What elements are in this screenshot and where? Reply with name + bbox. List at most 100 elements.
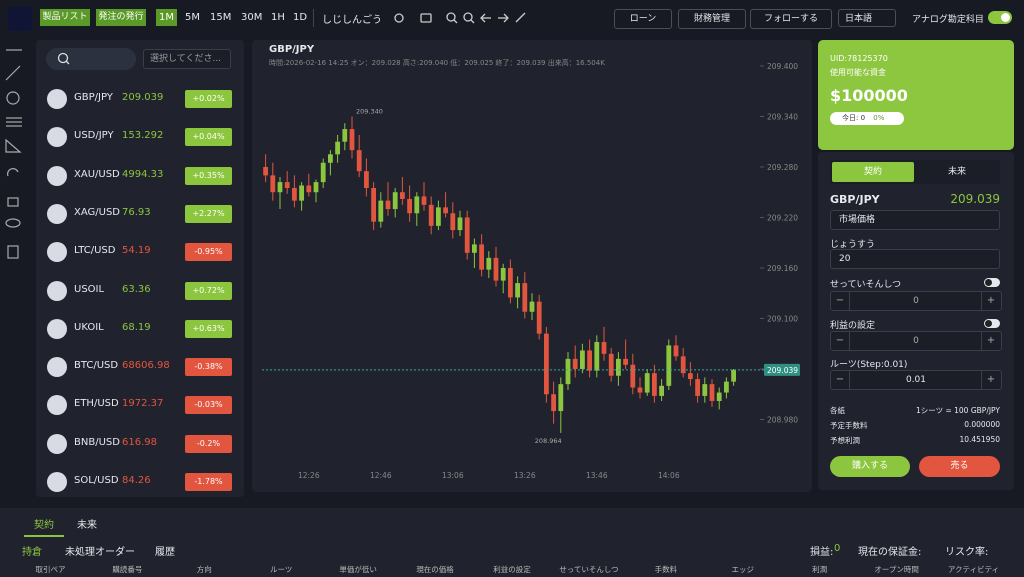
- candle-body: [652, 373, 657, 396]
- candle-body: [277, 182, 283, 193]
- candle-body: [709, 384, 715, 401]
- watchlist-row[interactable]: GBP/JPY 209.039 +0.02%: [36, 80, 244, 118]
- pos-tab-contract[interactable]: 契約: [34, 520, 54, 531]
- watchlist-row[interactable]: BNB/USD 616.98 -0.2%: [36, 425, 244, 463]
- symbol: BNB/USD: [74, 436, 120, 448]
- column-header: 現在の価格: [416, 565, 454, 574]
- stop-loss-toggle[interactable]: [984, 278, 1000, 287]
- candle-body: [644, 373, 650, 393]
- subtab-history[interactable]: 履歴: [155, 547, 175, 558]
- take-profit-input[interactable]: 0: [830, 331, 1002, 351]
- y-tick-label: 209.160: [767, 264, 798, 273]
- column-header: 方向: [196, 565, 212, 574]
- timeframe[interactable]: 30M: [241, 12, 263, 23]
- candle-body: [263, 166, 268, 176]
- subtab-pending[interactable]: 未処理オーダー: [65, 547, 135, 558]
- timeframe[interactable]: 15M: [210, 12, 232, 23]
- change: +0.04%: [185, 128, 232, 147]
- watchlist-row[interactable]: LTC/USD 54.19 -0.95%: [36, 233, 244, 271]
- symbol-icon: [47, 357, 67, 378]
- subtab-holdings[interactable]: 持倉: [22, 547, 42, 558]
- change: +0.72%: [185, 281, 232, 300]
- indicator[interactable]: しじしんごう: [322, 15, 382, 26]
- candle-body: [364, 171, 369, 189]
- product-list-button[interactable]: 製品リスト: [40, 9, 90, 26]
- timeframe[interactable]: 5M: [185, 12, 200, 23]
- change: -0.38%: [185, 358, 232, 377]
- symbol: USD/JPY: [74, 130, 114, 142]
- candle-body: [731, 369, 736, 382]
- symbol-icon: [47, 472, 67, 492]
- y-tick-label: 208.980: [767, 415, 798, 424]
- toolbar-icons[interactable]: [390, 8, 530, 28]
- timeframe[interactable]: 1H: [271, 12, 285, 23]
- candle-body: [630, 364, 636, 388]
- candle-body: [544, 333, 549, 395]
- tab-future[interactable]: 未来: [947, 167, 966, 177]
- price: 4994.33: [122, 168, 164, 180]
- timeframe[interactable]: 1M: [156, 9, 177, 26]
- candle-body: [580, 350, 585, 369]
- candlestick-chart: 209.400 209.340 209.280 209.220 209.160 209.1…: [262, 62, 800, 480]
- column-header: オープン時間: [874, 565, 919, 574]
- symbol-icon: [47, 318, 67, 339]
- tab-contract[interactable]: 契約: [832, 162, 914, 182]
- symbol: XAG/USD: [74, 206, 121, 218]
- order-button[interactable]: 発注の発行: [96, 9, 146, 26]
- watchlist-row[interactable]: SOL/USD 84.26 -1.78%: [36, 463, 244, 501]
- leverage-select[interactable]: 20: [830, 249, 1000, 269]
- last-price-box: [764, 363, 800, 376]
- minus-button: −: [831, 332, 850, 350]
- take-profit-toggle[interactable]: [984, 319, 1000, 328]
- sell-button[interactable]: 売る: [919, 456, 1000, 477]
- symbol: LTC/USD: [74, 245, 116, 257]
- symbol-icon: [47, 165, 67, 186]
- plus-button: +: [981, 292, 1000, 310]
- y-tick-label: 209.220: [767, 213, 798, 222]
- stop-loss-label: せっていそんしつ: [830, 280, 902, 290]
- search-box[interactable]: [46, 48, 136, 70]
- candle-body: [342, 129, 348, 142]
- tab-underline: [24, 535, 64, 537]
- buy-button[interactable]: 購入する: [830, 456, 910, 477]
- order-symbol: GBP/JPY: [830, 193, 880, 206]
- language-select[interactable]: 日本語: [838, 9, 896, 27]
- pos-tab-future[interactable]: 未来: [77, 520, 97, 531]
- change: +0.63%: [185, 319, 232, 338]
- candle-body: [292, 188, 297, 201]
- y-tick-label: 209.340: [767, 112, 798, 121]
- demo-toggle[interactable]: [988, 11, 1012, 24]
- loan-button[interactable]: ローン: [614, 9, 672, 29]
- drawing-tools[interactable]: [0, 40, 30, 270]
- timeframe[interactable]: 1D: [293, 12, 308, 23]
- change: -0.2%: [185, 434, 232, 453]
- order-type-select[interactable]: 市場価格: [830, 210, 1000, 230]
- x-tick-label: 12:26: [298, 471, 320, 480]
- stop-loss-input[interactable]: 0: [830, 291, 1002, 311]
- symbol-icon: [47, 89, 67, 109]
- column-header: エッジ: [731, 565, 755, 574]
- candle-body: [349, 129, 355, 151]
- watchlist-row[interactable]: XAU/USD 4994.33 +0.35%: [36, 157, 244, 195]
- watchlist-row[interactable]: USD/JPY 153.292 +0.04%: [36, 118, 244, 156]
- symbol: GBP/JPY: [74, 92, 113, 103]
- candle-body: [673, 345, 679, 357]
- lots-input[interactable]: 0.01: [830, 370, 1002, 390]
- symbol-select[interactable]: 選択してくださ...: [143, 49, 231, 69]
- watchlist-row[interactable]: BTC/USD 68606.98 -0.38%: [36, 348, 244, 386]
- candle-body: [328, 154, 333, 163]
- finance-button[interactable]: 財務管理: [678, 9, 746, 29]
- candle-body: [623, 358, 628, 365]
- follow-button[interactable]: フォローする: [750, 9, 832, 29]
- watchlist-row[interactable]: UKOIL 68.19 +0.63%: [36, 310, 244, 348]
- detail-value: 1シーツ = 100 GBP/JPY: [915, 406, 1000, 415]
- candle-body: [688, 373, 693, 380]
- plus-button: +: [981, 332, 1000, 350]
- price: 68606.98: [122, 360, 170, 372]
- watchlist-row[interactable]: XAG/USD 76.93 +2.27%: [36, 195, 244, 233]
- watchlist-row[interactable]: USOIL 63.36 +0.72%: [36, 272, 244, 310]
- balance-label: 使用可能な資金: [830, 68, 886, 77]
- watchlist-row[interactable]: ETH/USD 1972.37 -0.03%: [36, 386, 244, 424]
- candle-body: [414, 196, 420, 214]
- detail-value: 0.000000: [964, 420, 1000, 429]
